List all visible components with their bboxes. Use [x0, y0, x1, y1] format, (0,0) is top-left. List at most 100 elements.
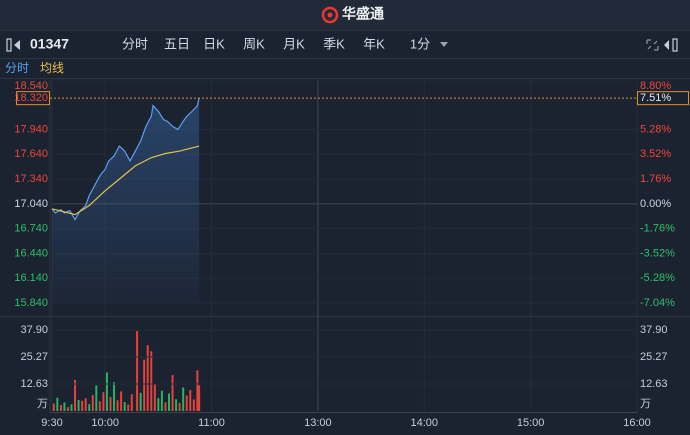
volume-bar	[143, 359, 146, 411]
legend-entry: 均线	[40, 61, 64, 75]
volume-unit: 万	[37, 398, 48, 410]
volume-bar	[70, 404, 73, 411]
y2-tick-label: 8.80%	[640, 80, 671, 92]
volume-bar	[120, 391, 123, 411]
top-bar	[0, 0, 690, 30]
y2-tick-label: 5.28%	[640, 123, 671, 135]
y2-tick-label: 37.90	[640, 324, 668, 336]
volume-bar	[175, 399, 178, 411]
tab[interactable]: 季K	[323, 36, 345, 51]
volume-bar	[127, 404, 130, 411]
volume-bar	[171, 375, 174, 411]
volume-bar	[146, 345, 149, 411]
back-icon[interactable]	[6, 38, 20, 52]
y-tick-label: 17.940	[14, 123, 48, 135]
y-tick-label: 17.340	[14, 173, 48, 185]
expand-icon[interactable]	[646, 39, 659, 51]
volume-bar	[185, 395, 188, 411]
last-price-box	[16, 91, 50, 106]
volume-bar	[113, 382, 116, 411]
volume-bar	[168, 393, 170, 411]
volume-bar	[196, 370, 199, 411]
app-title: 华盛通	[342, 6, 384, 22]
y-tick-label: 16.740	[14, 223, 48, 235]
volume-bar	[136, 331, 139, 411]
tab-bar: 分时 五日 日K 周K 月K 季K 年K 1分	[122, 36, 430, 51]
y2-tick-label: 25.27	[640, 351, 668, 363]
volume-bar	[74, 380, 77, 411]
volume-bar	[98, 401, 101, 411]
volume-bar	[77, 399, 80, 411]
tab[interactable]: 年K	[363, 36, 385, 51]
x-tick-label: 13:00	[304, 417, 332, 429]
volume-bar	[164, 402, 167, 411]
y2-tick-label: 12.63	[640, 378, 668, 390]
legend-entry: 分时	[5, 61, 29, 75]
volume-unit: 万	[640, 398, 651, 410]
tab[interactable]: 1分	[410, 36, 430, 51]
price-area	[52, 98, 200, 303]
y-tick-label: 15.840	[14, 297, 48, 309]
y-tick-label: 16.440	[14, 247, 48, 259]
volume-bar	[116, 400, 119, 411]
x-tick-label: 10:00	[91, 417, 119, 429]
volume-bar	[130, 394, 133, 411]
dropdown-arrow[interactable]	[440, 42, 448, 47]
y2-tick-label: -3.52%	[640, 247, 675, 259]
side-icon[interactable]	[664, 38, 678, 52]
x-tick-label: 9:30	[41, 417, 62, 429]
y-tick-label: 17.040	[14, 198, 48, 210]
y2-tick-label: 1.76%	[640, 173, 671, 185]
y-tick-label: 17.640	[14, 148, 48, 160]
y-tick-label: 37.90	[20, 324, 48, 336]
volume-bar	[109, 397, 112, 411]
y2-tick-label: -7.04%	[640, 297, 675, 309]
y2-tick-label: -5.28%	[640, 272, 675, 284]
last-change-label: 7.51%	[640, 92, 671, 104]
last-change-box	[637, 91, 689, 106]
side-icon-bar	[672, 38, 678, 52]
price-line	[51, 98, 200, 221]
volume-bar	[160, 390, 163, 411]
volume-bar	[95, 385, 98, 411]
volume-bar	[153, 384, 156, 411]
volume-bar	[189, 390, 192, 411]
x-tick-label: 15:00	[517, 417, 545, 429]
chart: 9:30 10:00 11:00 13:00 14:00 15:00 16:00 18.540…	[0, 79, 690, 429]
volume-bar	[182, 387, 185, 411]
volume-bar	[66, 407, 69, 411]
y-tick-label: 12.63	[20, 378, 48, 390]
tab[interactable]: 周K	[243, 36, 265, 51]
y2-tick-label: 3.52%	[640, 148, 671, 160]
tab[interactable]: 分时	[122, 36, 148, 51]
x-tick-label: 11:00	[198, 417, 225, 429]
volume-bar	[178, 402, 181, 411]
y2-tick-label: -1.76%	[640, 223, 675, 235]
back-icon-bar	[6, 38, 12, 52]
volume-bar	[123, 402, 126, 411]
x-tick-label: 16:00	[623, 417, 651, 429]
y2-tick-label: 0.00%	[640, 198, 671, 210]
tab[interactable]: 五日	[164, 36, 190, 51]
tab[interactable]: 月K	[283, 36, 305, 51]
volume-bar	[63, 402, 66, 411]
last-price-label: 18.320	[14, 92, 48, 104]
volume-bar	[198, 385, 201, 411]
logo-icon	[321, 6, 339, 24]
volume-bar	[81, 400, 84, 411]
volume-bar	[139, 392, 142, 411]
volume-bar	[105, 372, 108, 411]
volume-bar	[150, 351, 153, 411]
volume-bar	[52, 403, 55, 411]
volume-bar	[192, 399, 195, 411]
logo	[321, 6, 339, 24]
x-tick-label: 14:00	[411, 417, 439, 429]
side-icon-arrow	[664, 40, 669, 50]
y-tick-label: 16.140	[14, 272, 48, 284]
volume-bar	[102, 392, 105, 411]
tab[interactable]: 日K	[203, 36, 225, 51]
stock-symbol: 01347	[30, 36, 69, 52]
volume-bar	[91, 394, 94, 411]
logo-dot	[327, 12, 333, 18]
